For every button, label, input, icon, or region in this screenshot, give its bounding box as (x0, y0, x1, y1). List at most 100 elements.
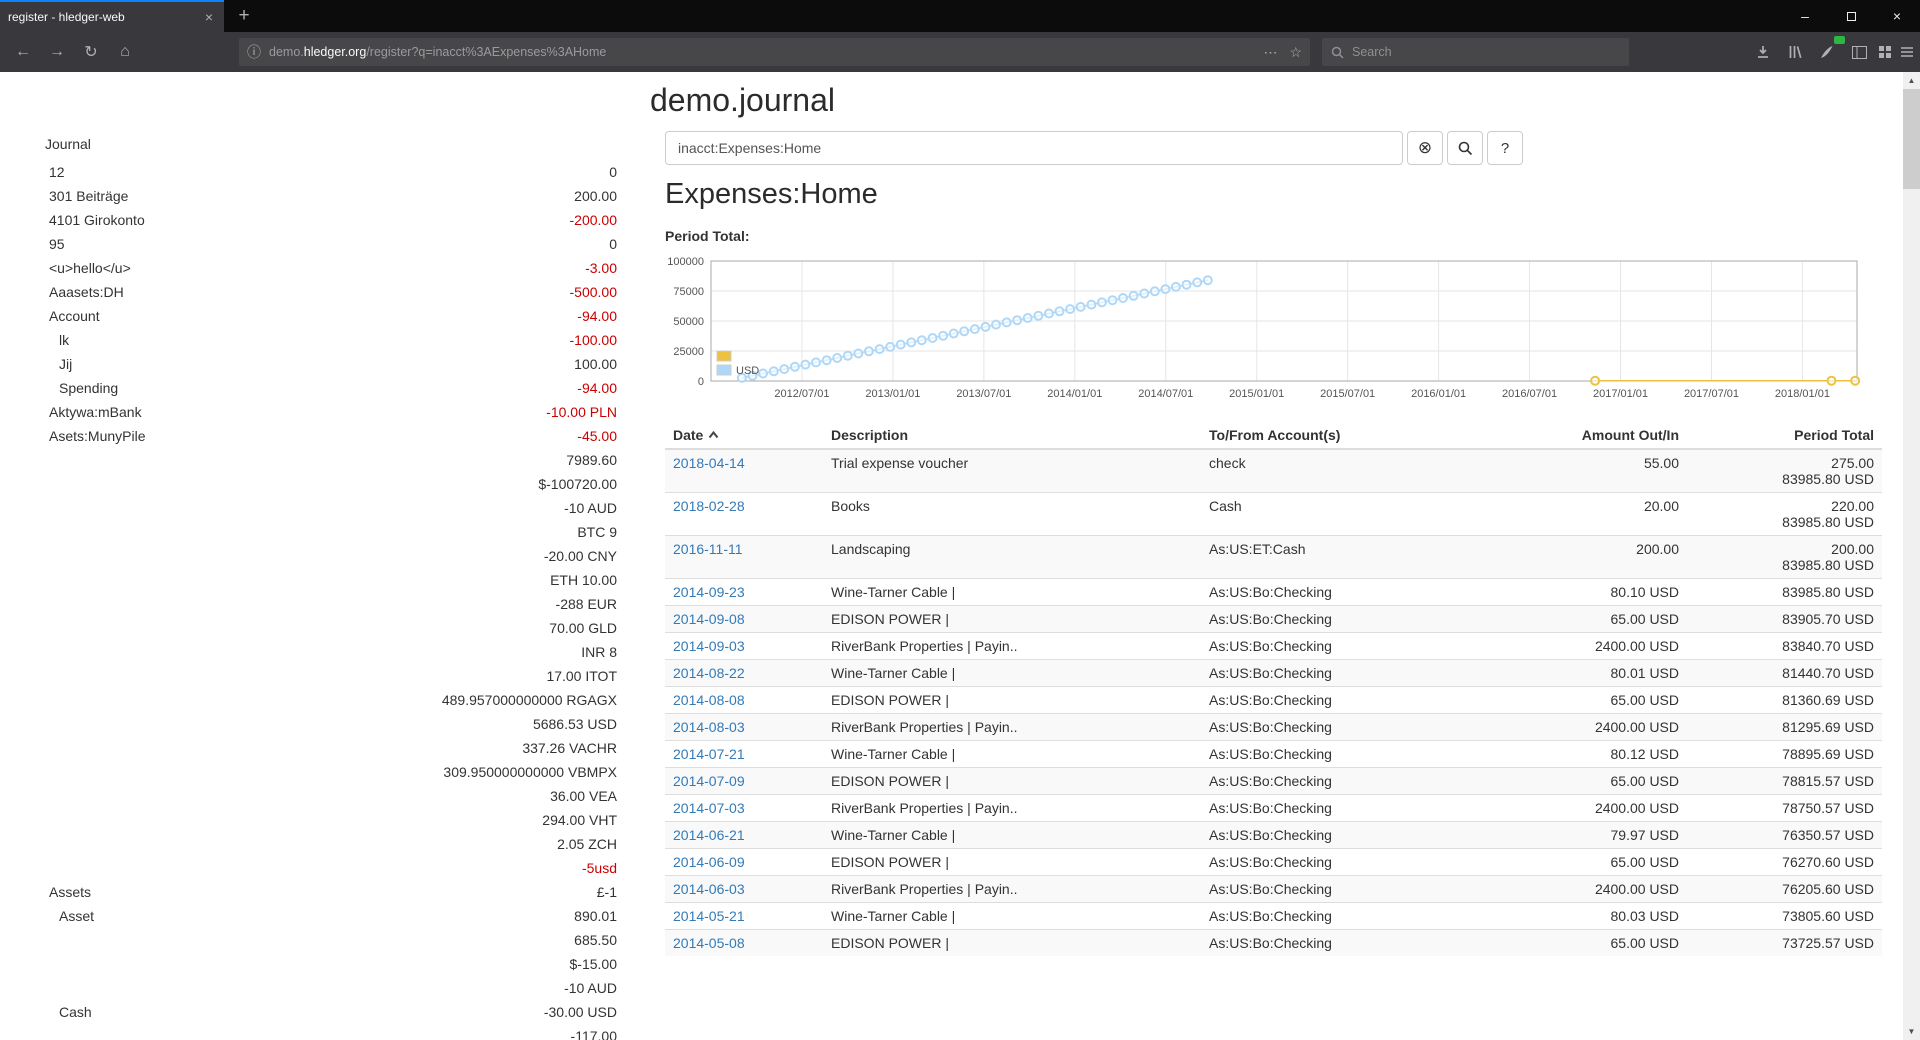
account-link[interactable]: 301 Beiträge (49, 188, 129, 204)
register-row[interactable]: 2014-08-22 Wine-Tarner Cable | As:US:Bo:Ch… (665, 659, 1882, 687)
transaction-date-link[interactable]: 2014-09-03 (673, 638, 745, 654)
transaction-date-link[interactable]: 2014-07-09 (673, 773, 745, 789)
scrollbar-thumb[interactable] (1903, 89, 1920, 189)
account-link[interactable]: 95 (49, 236, 65, 252)
window-close-button[interactable]: × (1892, 8, 1902, 24)
register-row[interactable]: 2014-07-21 Wine-Tarner Cable | As:US:Bo:Ch… (665, 740, 1882, 768)
window-maximize-button[interactable] (1828, 0, 1874, 32)
account-balance: 200.00 (574, 188, 617, 204)
transaction-account: As:US:Bo:Checking (1201, 848, 1457, 876)
register-row[interactable]: 2014-06-09 EDISON POWER | As:US:Bo:Checkin… (665, 848, 1882, 876)
page-actions-icon[interactable]: ⋯ (1263, 43, 1278, 60)
account-link[interactable]: Account (49, 308, 100, 324)
account-link[interactable]: 12 (49, 164, 65, 180)
url-subdomain: demo. (269, 45, 304, 59)
register-row[interactable]: 2014-08-03 RiverBank Properties | Payin..… (665, 713, 1882, 741)
account-link[interactable]: Cash (59, 1004, 92, 1020)
query-input[interactable] (665, 131, 1403, 165)
download-button[interactable] (1749, 39, 1777, 65)
register-row[interactable]: 2014-09-08 EDISON POWER | As:US:Bo:Checkin… (665, 605, 1882, 633)
transaction-date-link[interactable]: 2014-05-08 (673, 935, 745, 951)
page-scrollbar[interactable]: ▲ ▼ (1903, 72, 1920, 1040)
register-table: Date Description To/From Account(s) Amount … (665, 422, 1882, 956)
account-link[interactable]: Assets (49, 884, 92, 900)
register-row[interactable]: 2018-04-14 Trial expense voucher check 55.0… (665, 448, 1882, 493)
sidebar-journal-link[interactable]: Journal (45, 136, 91, 152)
transaction-date-link[interactable]: 2014-08-22 (673, 665, 745, 681)
transaction-account: As:US:Bo:Checking (1201, 875, 1457, 903)
transaction-date-link[interactable]: 2014-06-09 (673, 854, 745, 870)
register-row[interactable]: 2016-11-11 Landscaping As:US:ET:Cash 200.00… (665, 535, 1882, 579)
transaction-date-link[interactable]: 2014-06-03 (673, 881, 745, 897)
account-balance: 0 (609, 164, 617, 180)
apps-button[interactable] (1871, 39, 1899, 65)
site-info-icon[interactable]: ⓘ (247, 44, 261, 60)
account-link[interactable]: lk (59, 332, 70, 348)
account-row: -10 AUD (45, 976, 617, 1000)
forward-button[interactable]: → (49, 43, 65, 60)
transaction-date-link[interactable]: 2014-09-23 (673, 584, 745, 600)
window-minimize-button[interactable]: – (1801, 8, 1809, 24)
register-row[interactable]: 2014-06-03 RiverBank Properties | Payin..… (665, 875, 1882, 903)
transaction-date-link[interactable]: 2014-08-03 (673, 719, 745, 735)
register-row[interactable]: 2014-09-23 Wine-Tarner Cable | As:US:Bo:Ch… (665, 578, 1882, 606)
svg-text:2016/07/01: 2016/07/01 (1502, 388, 1557, 400)
browser-search-bar[interactable]: Search (1322, 38, 1629, 66)
account-balance: 685.50 (574, 932, 617, 948)
sidebar-toggle-button[interactable] (1845, 39, 1873, 65)
account-row: 685.50 (45, 928, 617, 952)
transaction-date-link[interactable]: 2014-09-08 (673, 611, 745, 627)
account-link[interactable]: Asets:MunyPile (49, 428, 146, 444)
account-name-spacer (45, 976, 564, 1000)
transaction-date-link[interactable]: 2014-05-21 (673, 908, 745, 924)
register-row[interactable]: 2014-07-03 RiverBank Properties | Payin..… (665, 794, 1882, 822)
account-link[interactable]: Jij (59, 356, 73, 372)
reload-button[interactable]: ↻ (84, 44, 98, 61)
column-header-description[interactable]: Description (823, 422, 1201, 450)
register-row[interactable]: 2014-08-08 EDISON POWER | As:US:Bo:Checkin… (665, 686, 1882, 714)
account-balance: 0 (609, 236, 617, 252)
search-submit-button[interactable] (1447, 131, 1483, 165)
url-bar[interactable]: ⓘ demo.hledger.org/register?q=inacct%3AE… (239, 38, 1310, 66)
transaction-date-link[interactable]: 2018-02-28 (673, 498, 745, 514)
column-header-date[interactable]: Date (665, 422, 823, 450)
register-row[interactable]: 2014-09-03 RiverBank Properties | Payin..… (665, 632, 1882, 660)
column-header-to-from-account-s-[interactable]: To/From Account(s) (1201, 422, 1457, 450)
extension-button[interactable] (1813, 36, 1845, 65)
clear-query-button[interactable]: ⊗ (1407, 131, 1443, 165)
account-link[interactable]: Aaasets:DH (49, 284, 124, 300)
home-button[interactable]: ⌂ (120, 43, 130, 60)
new-tab-button[interactable]: + (238, 5, 250, 26)
scroll-down-icon[interactable]: ▼ (1907, 1027, 1916, 1036)
transaction-date-link[interactable]: 2014-07-21 (673, 746, 745, 762)
column-header-amount-out-in[interactable]: Amount Out/In (1457, 422, 1687, 450)
account-balance: 337.26 VACHR (522, 740, 617, 756)
scroll-up-icon[interactable]: ▲ (1907, 76, 1916, 85)
back-button[interactable]: ← (15, 43, 31, 60)
register-row[interactable]: 2014-05-21 Wine-Tarner Cable | As:US:Bo:Ch… (665, 902, 1882, 930)
account-link[interactable]: <u>hello</u> (49, 260, 131, 276)
column-header-period-total[interactable]: Period Total (1687, 422, 1882, 450)
help-button[interactable]: ? (1487, 131, 1523, 165)
account-link[interactable]: Asset (59, 908, 95, 924)
bookmark-star-icon[interactable]: ☆ (1289, 43, 1302, 60)
account-link[interactable]: Spending (59, 380, 119, 396)
account-name-spacer (45, 568, 550, 592)
account-balance: 70.00 GLD (549, 620, 617, 636)
transaction-date-link[interactable]: 2014-08-08 (673, 692, 745, 708)
transaction-date-link[interactable]: 2014-07-03 (673, 800, 745, 816)
browser-tab[interactable]: register - hledger-web × (0, 0, 224, 32)
transaction-date-link[interactable]: 2014-06-21 (673, 827, 745, 843)
register-row[interactable]: 2014-07-09 EDISON POWER | As:US:Bo:Checkin… (665, 767, 1882, 795)
transaction-date-link[interactable]: 2016-11-11 (673, 541, 743, 557)
register-row[interactable]: 2018-02-28 Books Cash 20.00 220.00 83985.80 U… (665, 492, 1882, 536)
account-name-spacer (45, 1024, 571, 1040)
transaction-date-link[interactable]: 2018-04-14 (673, 455, 745, 471)
register-row[interactable]: 2014-05-08 EDISON POWER | As:US:Bo:Checkin… (665, 929, 1882, 956)
register-row[interactable]: 2014-06-21 Wine-Tarner Cable | As:US:Bo:Ch… (665, 821, 1882, 849)
library-button[interactable] (1781, 39, 1809, 65)
menu-button[interactable] (1893, 39, 1920, 65)
account-link[interactable]: 4101 Girokonto (49, 212, 145, 228)
tab-close-icon[interactable]: × (204, 9, 213, 25)
account-link[interactable]: Aktywa:mBank (49, 404, 142, 420)
